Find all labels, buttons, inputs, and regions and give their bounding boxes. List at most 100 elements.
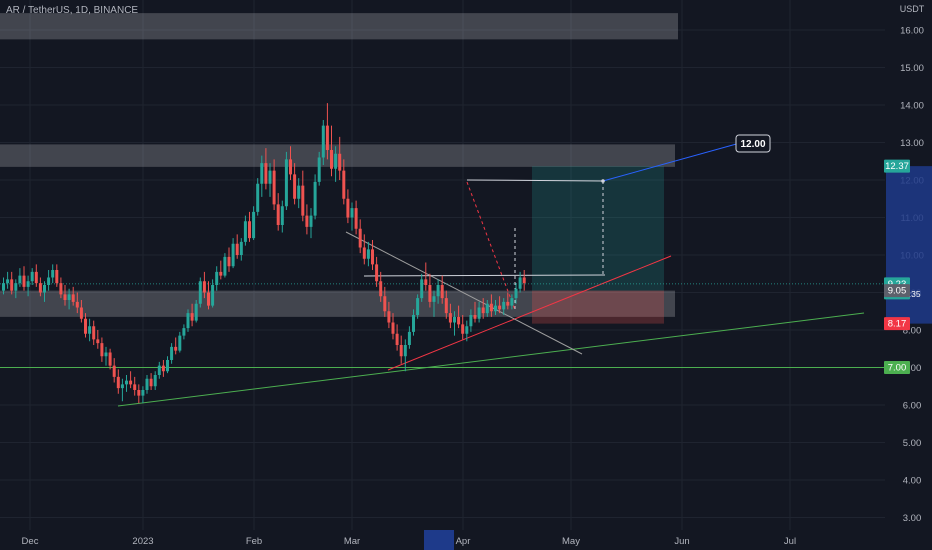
candle[interactable] [371, 240, 374, 270]
candle[interactable] [498, 296, 502, 314]
candle[interactable] [309, 208, 313, 239]
candle[interactable] [424, 262, 428, 291]
candle[interactable] [289, 146, 292, 180]
candle[interactable] [362, 234, 366, 265]
candle[interactable] [297, 178, 301, 209]
candle[interactable] [71, 286, 75, 306]
candle[interactable] [284, 151, 288, 210]
candle[interactable] [202, 271, 206, 299]
candle[interactable] [223, 253, 227, 278]
candle[interactable] [330, 125, 333, 177]
candle[interactable] [506, 292, 510, 310]
candle[interactable] [350, 202, 354, 231]
candle[interactable] [477, 301, 481, 323]
candle[interactable] [161, 360, 165, 377]
time-axis[interactable]: Dec 2023 Feb Mar Apr May Jun Jul [22, 530, 797, 550]
candle[interactable] [198, 277, 202, 308]
candle[interactable] [26, 275, 30, 297]
candle[interactable] [108, 348, 112, 370]
candle[interactable] [22, 266, 26, 291]
candle[interactable] [510, 294, 514, 310]
candle[interactable] [10, 271, 14, 295]
candle[interactable] [481, 298, 485, 319]
candle-series[interactable] [2, 103, 526, 404]
candle[interactable] [522, 270, 526, 291]
candle[interactable] [2, 277, 5, 295]
candle[interactable] [321, 120, 325, 165]
candle[interactable] [84, 313, 87, 338]
candle[interactable] [502, 298, 506, 315]
candle[interactable] [235, 234, 239, 259]
candle[interactable] [6, 271, 10, 289]
candle[interactable] [428, 273, 432, 308]
candle[interactable] [141, 386, 145, 404]
candle[interactable] [96, 330, 100, 349]
candle[interactable] [395, 324, 399, 351]
candle[interactable] [79, 300, 83, 323]
candle[interactable] [116, 369, 120, 394]
candle[interactable] [18, 268, 22, 287]
candle[interactable] [157, 361, 161, 379]
candle[interactable] [14, 279, 18, 299]
candle[interactable] [412, 309, 415, 336]
candle[interactable] [67, 288, 71, 310]
candle[interactable] [47, 270, 51, 291]
candle[interactable] [145, 375, 149, 394]
candle[interactable] [137, 384, 141, 404]
candle[interactable] [379, 271, 383, 302]
candle[interactable] [280, 200, 284, 233]
candle[interactable] [252, 206, 256, 240]
candle[interactable] [133, 376, 137, 396]
candle[interactable] [313, 174, 317, 220]
candle[interactable] [256, 178, 260, 216]
candle[interactable] [59, 277, 63, 299]
candle[interactable] [317, 151, 321, 186]
candle[interactable] [407, 326, 411, 349]
candle[interactable] [293, 163, 297, 205]
candle[interactable] [190, 303, 194, 327]
candle[interactable] [461, 315, 465, 340]
candle[interactable] [276, 193, 280, 231]
candle[interactable] [219, 260, 223, 280]
candle[interactable] [346, 189, 350, 224]
candle[interactable] [104, 346, 108, 366]
candle[interactable] [440, 275, 444, 304]
candle[interactable] [375, 256, 379, 287]
candle[interactable] [465, 320, 469, 342]
candle[interactable] [453, 311, 456, 336]
candle[interactable] [231, 238, 235, 269]
candle[interactable] [38, 277, 42, 297]
candle[interactable] [268, 163, 272, 197]
candle[interactable] [100, 337, 104, 362]
candle[interactable] [211, 279, 215, 308]
candle[interactable] [338, 136, 342, 180]
candle[interactable] [239, 238, 243, 261]
candle[interactable] [129, 371, 133, 389]
candle[interactable] [63, 285, 67, 306]
candle[interactable] [420, 273, 424, 302]
candle[interactable] [489, 294, 493, 317]
candle[interactable] [358, 219, 362, 254]
candle[interactable] [92, 320, 96, 345]
candle[interactable] [403, 339, 407, 372]
candle[interactable] [120, 378, 124, 402]
candle[interactable] [448, 303, 452, 329]
candle[interactable] [243, 215, 247, 246]
candle[interactable] [149, 373, 153, 390]
candle[interactable] [30, 268, 34, 285]
candle[interactable] [325, 103, 329, 160]
price-axis[interactable]: 16.0015.0014.0013.0012.0011.0010.009.008… [886, 4, 932, 524]
candle[interactable] [170, 343, 174, 364]
candle[interactable] [153, 371, 157, 390]
candle[interactable] [387, 301, 391, 329]
candle[interactable] [194, 300, 198, 323]
candle[interactable] [182, 324, 186, 340]
candle[interactable] [305, 204, 309, 235]
candle[interactable] [178, 331, 182, 353]
candle[interactable] [34, 264, 38, 287]
candle[interactable] [112, 358, 116, 383]
candle[interactable] [272, 159, 276, 210]
candle[interactable] [494, 300, 497, 315]
candle[interactable] [354, 200, 358, 235]
